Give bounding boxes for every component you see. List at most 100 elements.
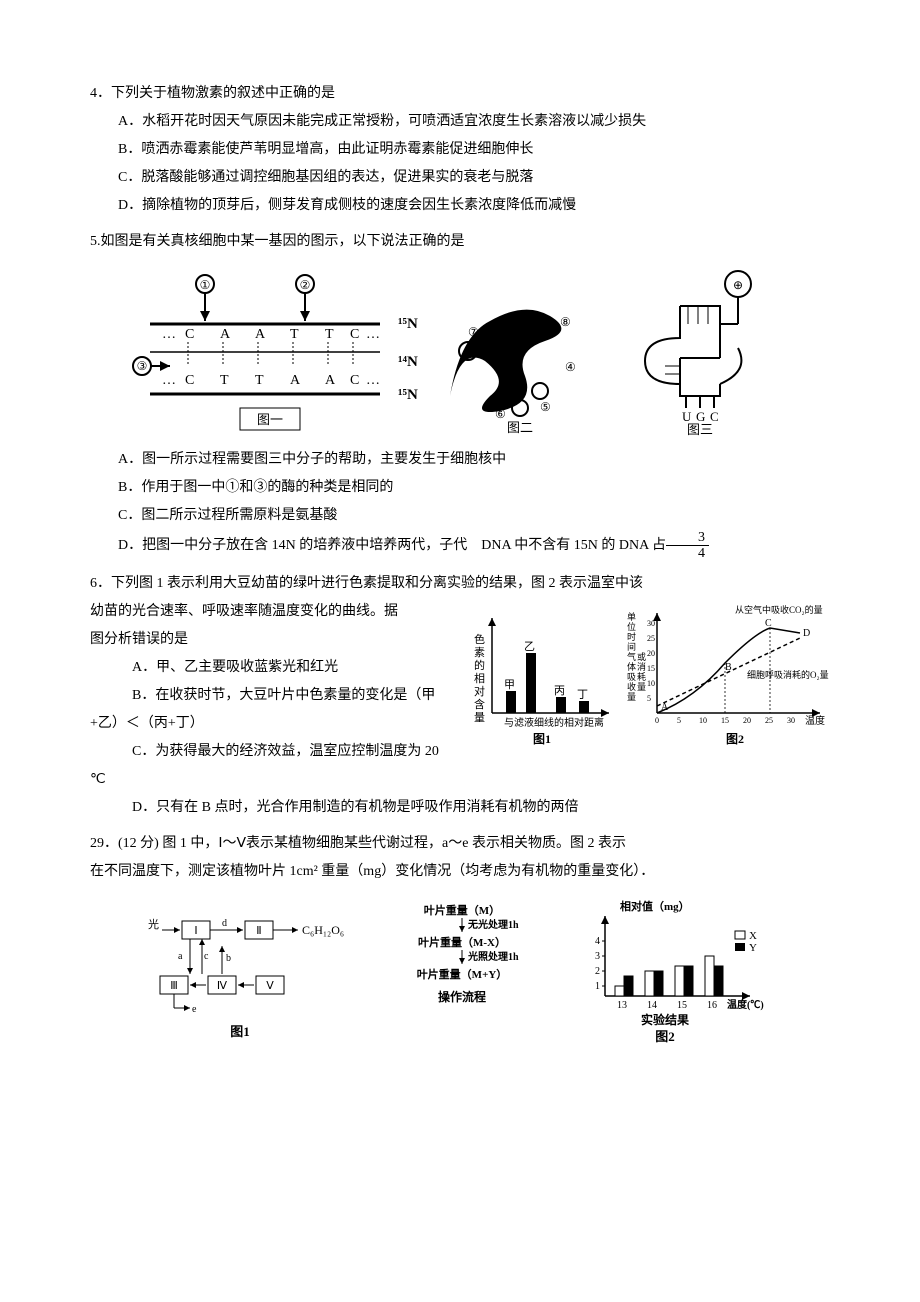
base: T [220, 373, 229, 388]
box1: Ⅰ [194, 925, 197, 937]
l-bing: 丙 [554, 685, 565, 697]
flow-title: 操作流程 [438, 989, 486, 1004]
q4-opt-a: A．水稻开花时因天气原因未能完成正常授粉，可喷洒适宜浓度生长素溶液以减少损失 [90, 108, 830, 136]
legX: X [749, 930, 757, 942]
svg-text:…: … [162, 327, 176, 342]
c1y3: 的 [474, 658, 485, 672]
mark-2: ② [300, 278, 311, 292]
xt: 15 [721, 716, 729, 725]
lbl-d: d [222, 918, 227, 929]
q5-fig3: ⊕ U G C 图三 [620, 266, 760, 436]
base: A [255, 327, 266, 342]
svg-text:气: 气 [627, 651, 636, 662]
c1y2: 素 [474, 646, 485, 659]
svg-text:间: 间 [627, 641, 636, 652]
q29-fig1: Ⅰ Ⅱ Ⅲ Ⅳ Ⅴ 光 d C₆H₁₂O₆ a c b [140, 896, 350, 1046]
yt: 1 [595, 981, 600, 992]
mark-3: ③ [137, 359, 148, 373]
svg-text:位: 位 [627, 621, 636, 632]
c1y4: 相 [474, 672, 485, 685]
q6-opt-b2: +乙）＜（丙+丁） [90, 710, 454, 738]
c1y1: 色 [474, 632, 485, 646]
q29c-ylabel: 相对值（mg） [620, 899, 690, 913]
c1y5: 对 [474, 684, 485, 698]
svg-text:或: 或 [637, 651, 646, 662]
xt: 5 [677, 716, 681, 725]
q4-head: 4．下列关于植物激素的叙述中正确的是 [90, 80, 830, 108]
xt: 0 [655, 716, 659, 725]
fig3-label: 图三 [687, 422, 713, 436]
bar-yi [526, 653, 536, 713]
mA: A [661, 702, 669, 713]
mC: C [765, 618, 772, 629]
yt: 30 [647, 619, 655, 628]
n14: ¹⁴N [398, 354, 418, 370]
yt: 2 [595, 966, 600, 977]
q5-opt-a: A．图一所示过程需要图三中分子的帮助，主要发生于细胞核中 [90, 446, 830, 474]
bar-jia [506, 691, 516, 713]
c1-xlabel: 与滤液细线的相对距离 [504, 716, 604, 729]
mark8: ⑧ [560, 315, 571, 329]
xt: 16 [707, 1000, 717, 1011]
result-lbl: 实验结果 [641, 1012, 689, 1027]
lbl-e: e [192, 1004, 197, 1015]
c1y6: 含 [474, 697, 485, 711]
q29-head1: 29．(12 分) 图 1 中，Ⅰ～Ⅴ表示某植物细胞某些代谢过程，a～e 表示相… [90, 830, 830, 858]
q29-figures: Ⅰ Ⅱ Ⅲ Ⅳ Ⅴ 光 d C₆H₁₂O₆ a c b [140, 896, 830, 1046]
xt: 25 [765, 716, 773, 725]
l-yi: 乙 [524, 640, 535, 653]
svg-text:…: … [162, 373, 176, 388]
q4-opt-d: D．摘除植物的顶芽后，侧芽发育成侧枝的速度会因生长素浓度降低而减慢 [90, 192, 830, 220]
base: C [350, 327, 359, 342]
c1-caption: 图1 [533, 732, 551, 746]
question-5: 5.如图是有关真核细胞中某一基因的图示，以下说法正确的是 ① ② ③ [90, 228, 830, 562]
q5-fig1: ① ② ③ … … … … C A A T T C [120, 266, 420, 436]
q5-figures: ① ② ③ … … … … C A A T T C [120, 266, 830, 436]
xt: 14 [647, 1000, 657, 1011]
q5-d-text: D．把图一中分子放在含 14N 的培养液中培养两代，子代 DNA 中不含有 15… [118, 538, 666, 553]
q4-opt-b: B．喷洒赤霉素能使芦苇明显增高，由此证明赤霉素能促进细胞伸长 [90, 136, 830, 164]
mark4: ④ [565, 360, 576, 374]
fig1-label: 图一 [257, 412, 283, 427]
n15-bot: ¹⁵N [398, 387, 418, 403]
svg-text:吸: 吸 [627, 672, 636, 682]
svg-text:单: 单 [627, 611, 636, 622]
lbl-light: 光 [148, 917, 159, 931]
xt: 13 [617, 1000, 627, 1011]
box4: Ⅳ [217, 980, 228, 992]
xt: 10 [699, 716, 707, 725]
xt: 15 [677, 1000, 687, 1011]
box3: Ⅲ [170, 980, 178, 992]
base: C [185, 327, 194, 342]
base: A [220, 327, 231, 342]
fl1: 叶片重量（M） [424, 903, 500, 917]
l-ding: 丁 [577, 689, 588, 701]
svg-text:量: 量 [637, 682, 646, 692]
q6-chart2: 单位时 间气体 吸收量 或消耗 量 5 10 15 20 25 30 0 [625, 598, 830, 748]
legY: Y [749, 942, 757, 954]
q6-opt-a: A．甲、乙主要吸收蓝紫光和红光 [90, 654, 454, 682]
lbl-a: a [178, 951, 183, 962]
base: C [185, 373, 194, 388]
lbl-c: c [204, 951, 209, 962]
svg-text:…: … [366, 327, 380, 342]
fl3: 叶片重量（M-X） [418, 935, 506, 949]
q5-opt-d: D．把图一中分子放在含 14N 的培养液中培养两代，子代 DNA 中不含有 15… [90, 530, 830, 562]
q29c-xlabel: 温度(℃) [727, 998, 764, 1011]
mark7: ⑦ [468, 325, 479, 339]
lbl-b: b [226, 953, 231, 964]
fraction: 34 [666, 530, 709, 562]
question-29: 29．(12 分) 图 1 中，Ⅰ～Ⅴ表示某植物细胞某些代谢过程，a～e 表示相… [90, 830, 830, 1046]
base: A [290, 373, 301, 388]
mark-1: ① [200, 278, 211, 292]
n15-top: ¹⁵N [398, 316, 418, 332]
bar-bing [556, 697, 566, 713]
q6-opt-b: B．在收获时节，大豆叶片中色素量的变化是（甲 [90, 682, 454, 710]
fl4: 光照处理1h [467, 950, 519, 963]
q29-head2: 在不同温度下，测定该植物叶片 1cm² 重量（mg）变化情况（均考虑为有机物的重… [90, 858, 830, 886]
c1y7: 量 [474, 711, 485, 724]
q29-chart: 相对值（mg） 1 2 3 4 13 14 15 [575, 896, 770, 1046]
mB: B [725, 662, 732, 673]
box2: Ⅱ [256, 925, 261, 937]
q29c-caption: 图2 [655, 1029, 675, 1044]
